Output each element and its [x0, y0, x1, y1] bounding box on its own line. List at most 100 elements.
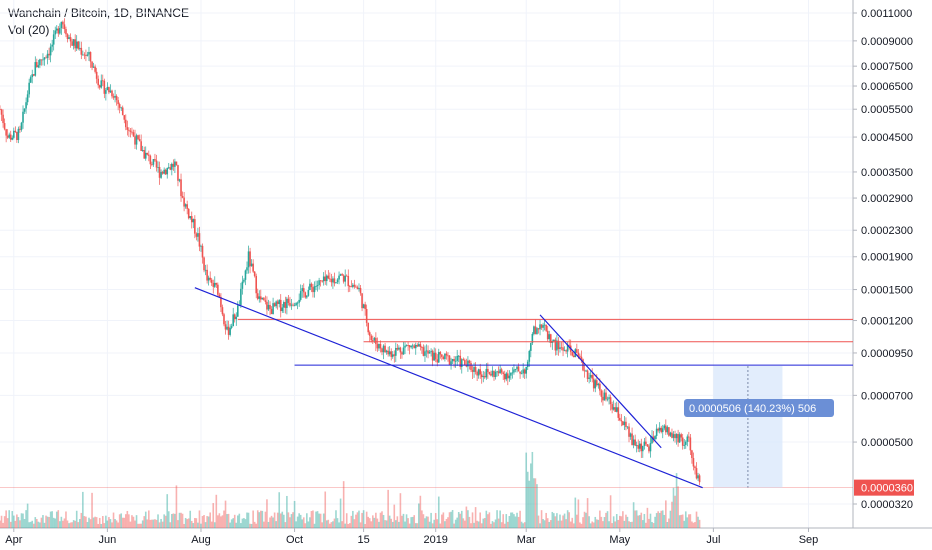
volume-bar — [589, 523, 592, 528]
volume-bar — [109, 519, 112, 528]
volume-bar — [413, 515, 416, 528]
volume-bar — [11, 511, 14, 528]
volume-bar — [642, 520, 644, 528]
volume-bar — [554, 516, 557, 528]
candle-body — [275, 301, 277, 307]
volume-bar — [92, 517, 95, 528]
volume-bar — [111, 522, 113, 528]
volume-bar — [625, 514, 627, 528]
volume-bar — [206, 516, 208, 528]
candle-body — [181, 196, 184, 198]
candle-body — [391, 354, 394, 357]
candle-body — [100, 80, 103, 88]
candle-body — [454, 360, 457, 362]
candle-body — [606, 398, 609, 400]
volume-bar — [683, 520, 686, 528]
candle-body — [385, 350, 388, 353]
candle-body — [507, 373, 509, 379]
volume-bar — [324, 491, 327, 528]
volume-bar — [148, 510, 150, 528]
candle-body — [290, 304, 293, 306]
candle-body — [85, 55, 87, 57]
candle-body — [203, 257, 205, 271]
candle-body — [464, 360, 466, 366]
volume-bar — [32, 523, 35, 528]
candle-body — [221, 307, 224, 315]
candle-body — [75, 41, 78, 49]
candle-body — [121, 107, 124, 116]
volume-bar — [342, 481, 345, 528]
volume-bar — [579, 522, 581, 528]
volume-bar — [289, 517, 291, 528]
volume-bar — [263, 521, 265, 528]
candle-body — [40, 59, 43, 61]
volume-bar — [393, 504, 396, 528]
volume-bar — [402, 513, 405, 528]
candle-body — [207, 277, 210, 281]
candle-body — [109, 90, 112, 93]
volume-bar — [382, 514, 385, 528]
candle-body — [6, 135, 9, 138]
volume-bar — [465, 506, 468, 528]
price-axis-tick-label: 0.0000320 — [861, 499, 913, 511]
volume-bar — [26, 503, 29, 528]
candle-body — [263, 297, 265, 301]
candle-body — [14, 130, 17, 132]
candle-body — [252, 263, 254, 272]
volume-bar — [151, 519, 153, 528]
candle-body — [51, 44, 53, 47]
candle-body — [622, 421, 624, 426]
last-price-label: 0.0000360 — [861, 483, 913, 495]
candle-body — [325, 275, 328, 282]
candle-body — [28, 82, 30, 95]
candle-body — [382, 345, 385, 353]
price-axis-tick-label: 0.0000700 — [861, 390, 913, 402]
candle-body — [428, 351, 431, 354]
candle-body — [637, 445, 640, 449]
volume-bar — [474, 507, 477, 528]
volume-bar — [396, 516, 399, 528]
volume-bar — [77, 522, 80, 528]
volume-bar — [204, 522, 207, 528]
volume-bar — [594, 516, 597, 528]
volume-bar — [697, 516, 699, 528]
candle-body — [388, 351, 391, 355]
candle-body — [485, 368, 488, 378]
volume-bar — [86, 522, 89, 528]
volume-bar — [534, 478, 537, 528]
volume-bar — [385, 520, 388, 528]
volume-bar — [574, 497, 577, 528]
candle-body — [322, 276, 325, 282]
candle-body — [626, 426, 629, 428]
volume-bar — [66, 520, 69, 528]
candle-body — [447, 355, 449, 357]
volume-bar — [600, 516, 603, 528]
candle-body — [204, 269, 207, 271]
candle-body — [276, 301, 279, 304]
candle-body — [115, 95, 118, 101]
volume-bar — [615, 514, 618, 528]
candle-body — [698, 475, 701, 483]
candle-body — [629, 433, 632, 437]
volume-bar — [223, 510, 225, 528]
candle-body — [384, 345, 386, 353]
candle-body — [172, 163, 175, 167]
volume-bar — [295, 521, 297, 528]
volume-bar — [500, 522, 503, 528]
candle-body — [68, 37, 70, 40]
volume-bar — [158, 522, 161, 528]
candle-body — [695, 468, 698, 479]
candle-body — [408, 345, 411, 348]
volume-bar — [471, 512, 474, 528]
volume-bar — [164, 515, 167, 528]
candle-body — [140, 141, 142, 151]
volume-bar — [565, 519, 567, 528]
volume-bar — [128, 514, 130, 528]
candle-body — [566, 344, 569, 352]
candle-body — [608, 397, 610, 399]
candle-body — [572, 355, 575, 358]
volume-bar — [350, 515, 353, 528]
candle-body — [674, 434, 676, 439]
volume-bar — [476, 520, 478, 528]
